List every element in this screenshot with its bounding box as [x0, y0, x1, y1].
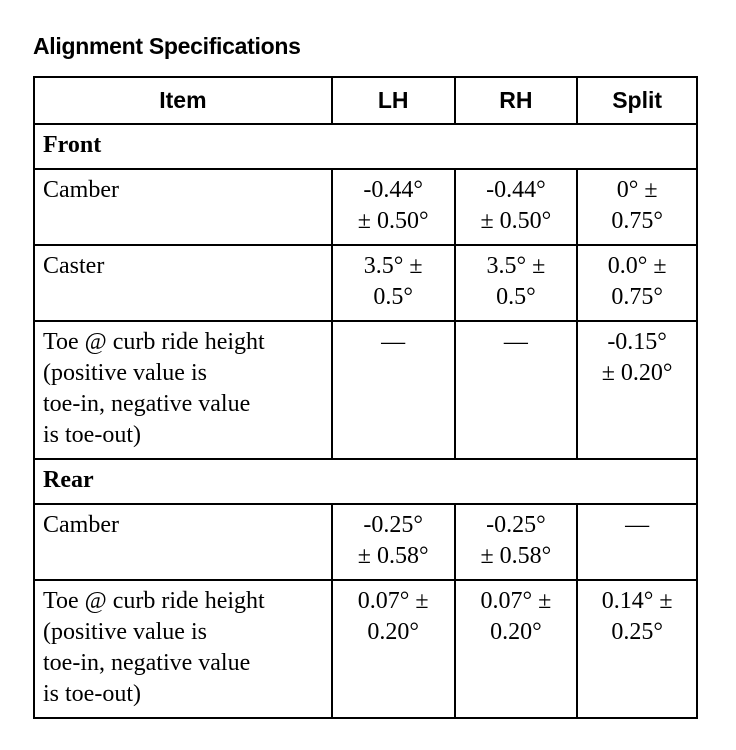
split-cell-line: —: [625, 512, 650, 538]
section-row-rear: Rear: [33, 458, 698, 505]
split-cell: 0.0° ± 0.75°: [576, 244, 698, 322]
item-cell-line: toe-in, negative value: [43, 391, 251, 417]
lh-cell: -0.25° ± 0.58°: [330, 503, 456, 581]
split-cell-line: 0.14° ±: [601, 588, 673, 614]
header-lh: LH: [330, 76, 456, 125]
rh-cell-line: —: [503, 329, 528, 355]
header-split: Split: [576, 76, 698, 125]
item-cell-line: is toe-out): [43, 681, 141, 707]
header-rh: RH: [453, 76, 579, 125]
item-cell-line: Toe @ curb ride height: [43, 588, 265, 614]
section-row-front: Front: [33, 123, 698, 170]
lh-cell-line: 0.20°: [367, 619, 419, 645]
split-cell-line: -0.15°: [607, 329, 667, 355]
lh-cell-line: 0.07° ±: [357, 588, 429, 614]
rh-cell-line: -0.44°: [486, 177, 546, 203]
table-row: Camber -0.25° ± 0.58° -0.25° ± 0.58° —: [33, 503, 698, 581]
lh-cell-line: ± 0.58°: [357, 543, 429, 569]
item-cell: Toe @ curb ride height (positive value is…: [33, 579, 333, 719]
split-cell: 0° ± 0.75°: [576, 168, 698, 246]
alignment-specifications-table: Item LH RH Split Front Camber -0.44° ± 0.50…: [33, 76, 698, 719]
rh-cell-line: -0.25°: [486, 512, 546, 538]
rh-cell: -0.25° ± 0.58°: [453, 503, 579, 581]
split-cell: —: [576, 503, 698, 581]
lh-cell: —: [330, 320, 456, 460]
item-cell-line: Camber: [43, 512, 119, 538]
table-row: Toe @ curb ride height (positive value is…: [33, 579, 698, 719]
rh-cell: -0.44° ± 0.50°: [453, 168, 579, 246]
table-row: Camber -0.44° ± 0.50° -0.44° ± 0.50° 0° ± 0.75…: [33, 168, 698, 246]
item-cell-line: (positive value is: [43, 619, 207, 645]
split-cell-line: ± 0.20°: [601, 360, 673, 386]
header-row: Item LH RH Split: [33, 76, 698, 125]
rh-cell-line: ± 0.50°: [480, 208, 552, 234]
split-cell: 0.14° ± 0.25°: [576, 579, 698, 719]
lh-cell-line: —: [381, 329, 406, 355]
item-cell: Camber: [33, 168, 333, 246]
split-cell-line: 0.0° ±: [607, 253, 667, 279]
header-item: Item: [33, 76, 333, 125]
lh-cell: -0.44° ± 0.50°: [330, 168, 456, 246]
rh-cell-line: 0.5°: [496, 284, 536, 310]
split-cell-line: 0.25°: [611, 619, 663, 645]
item-cell-line: toe-in, negative value: [43, 650, 251, 676]
rh-cell: 3.5° ± 0.5°: [453, 244, 579, 322]
lh-cell-line: -0.25°: [363, 512, 423, 538]
rh-cell: —: [453, 320, 579, 460]
lh-cell-line: ± 0.50°: [357, 208, 429, 234]
rh-cell-line: 3.5° ±: [486, 253, 546, 279]
lh-cell-line: -0.44°: [363, 177, 423, 203]
rh-cell-line: 0.07° ±: [480, 588, 552, 614]
item-cell-line: Camber: [43, 177, 119, 203]
lh-cell: 0.07° ± 0.20°: [330, 579, 456, 719]
rh-cell-line: 0.20°: [490, 619, 542, 645]
split-cell-line: 0.75°: [611, 284, 663, 310]
split-cell-line: 0.75°: [611, 208, 663, 234]
lh-cell: 3.5° ± 0.5°: [330, 244, 456, 322]
item-cell-line: is toe-out): [43, 422, 141, 448]
item-cell-line: (positive value is: [43, 360, 207, 386]
split-cell: -0.15° ± 0.20°: [576, 320, 698, 460]
item-cell-line: Caster: [43, 253, 105, 279]
section-heading: Rear: [33, 458, 698, 505]
item-cell: Caster: [33, 244, 333, 322]
lh-cell-line: 3.5° ±: [363, 253, 423, 279]
split-cell-line: 0° ±: [616, 177, 658, 203]
table-row: Caster 3.5° ± 0.5° 3.5° ± 0.5° 0.0° ± 0.75°: [33, 244, 698, 322]
rh-cell-line: ± 0.58°: [480, 543, 552, 569]
section-heading: Front: [33, 123, 698, 170]
item-cell-line: Toe @ curb ride height: [43, 329, 265, 355]
lh-cell-line: 0.5°: [373, 284, 413, 310]
table-row: Toe @ curb ride height (positive value is…: [33, 320, 698, 460]
item-cell: Camber: [33, 503, 333, 581]
rh-cell: 0.07° ± 0.20°: [453, 579, 579, 719]
page-title: Alignment Specifications: [33, 33, 301, 59]
item-cell: Toe @ curb ride height (positive value is…: [33, 320, 333, 460]
